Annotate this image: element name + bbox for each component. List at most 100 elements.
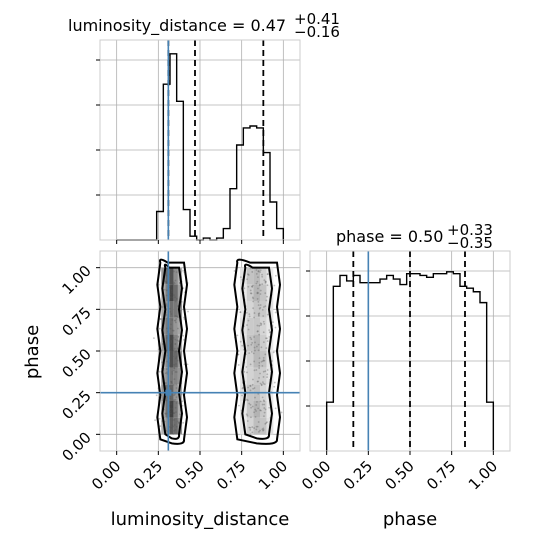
density-cell (169, 267, 174, 285)
scatter-point (181, 400, 184, 403)
ld-title-name: luminosity_distance (68, 16, 227, 36)
scatter-point (251, 405, 254, 408)
scatter-point (252, 300, 255, 303)
scatter-point (262, 341, 265, 344)
scatter-point (181, 404, 184, 407)
scatter-point (251, 284, 254, 287)
scatter-point (158, 370, 161, 373)
scatter-point (264, 292, 267, 295)
density-cell (253, 317, 260, 335)
scatter-point (264, 280, 267, 283)
scatter-point (258, 324, 261, 327)
scatter-point (262, 428, 265, 431)
scatter-point (267, 273, 269, 275)
scatter-point (162, 306, 164, 308)
scatter-point (253, 387, 256, 389)
scatter-point (165, 274, 168, 277)
contour-line (156, 258, 189, 445)
scatter-point (245, 398, 248, 401)
scatter-point (174, 342, 177, 345)
scatter-point (258, 312, 261, 315)
density-cell (165, 267, 170, 285)
scatter-point (260, 360, 263, 363)
scatter-point (260, 323, 263, 325)
scatter-point (274, 311, 277, 314)
density-cell (253, 267, 260, 285)
scatter-point (261, 273, 263, 276)
scatter-point (164, 412, 167, 415)
density-cell (169, 317, 174, 335)
scatter-point (172, 336, 175, 339)
scatter-point (248, 315, 251, 318)
density-cell (177, 317, 183, 335)
scatter-point (173, 349, 176, 352)
scatter-point (252, 297, 255, 300)
scatter-point (264, 370, 267, 373)
scatter-point (266, 337, 268, 340)
density-cell (173, 284, 178, 301)
scatter-point (265, 299, 268, 302)
ld-x-tick-label: 0.50 (171, 457, 207, 493)
scatter-point (239, 311, 242, 313)
scatter-point (257, 287, 259, 290)
phase-y-tick-label: 0.75 (58, 303, 94, 339)
density-cell (169, 284, 174, 301)
density-cell (260, 367, 267, 385)
scatter-point (174, 406, 177, 409)
scatter-point (251, 271, 254, 273)
scatter-point (258, 361, 261, 364)
scatter-point (175, 411, 177, 414)
density-cell (253, 401, 260, 418)
scatter-point (256, 291, 259, 294)
scatter-point (259, 324, 262, 327)
scatter-point (253, 336, 255, 338)
scatter-point (259, 429, 261, 432)
contour-line (161, 263, 184, 440)
scatter-point (159, 425, 162, 428)
scatter-point (249, 403, 252, 406)
phase-x-tick-label: 1.00 (465, 457, 501, 493)
density-cell (260, 401, 267, 418)
scatter-point (259, 293, 262, 295)
scatter-point (247, 344, 250, 347)
scatter-point (257, 314, 260, 316)
scatter-point (182, 421, 185, 424)
scatter-point (263, 383, 266, 386)
scatter-point (177, 340, 180, 343)
scatter-point (248, 426, 251, 429)
density-cell (169, 417, 174, 435)
scatter-point (259, 306, 262, 309)
scatter-point (247, 386, 249, 389)
scatter-point (250, 292, 253, 295)
scatter-point (246, 324, 248, 326)
scatter-point (236, 334, 239, 337)
density-cell (173, 367, 178, 385)
scatter-point (255, 428, 258, 431)
scatter-point (187, 310, 189, 313)
density-cell (253, 417, 260, 435)
ld-title-plus: +0.41 (294, 10, 340, 28)
scatter-point (262, 399, 265, 402)
scatter-point (257, 304, 260, 306)
scatter-point (248, 352, 251, 355)
scatter-point (169, 430, 172, 433)
scatter-point (252, 352, 255, 355)
scatter-point (253, 411, 256, 414)
scatter-point (174, 371, 177, 373)
scatter-point (259, 289, 262, 292)
scatter-point (175, 318, 178, 320)
scatter-point (250, 406, 252, 409)
scatter-point (173, 347, 176, 350)
scatter-point (176, 350, 178, 353)
scatter-point (274, 326, 277, 329)
scatter-point (260, 383, 263, 386)
scatter-point (249, 428, 252, 431)
scatter-point (169, 284, 172, 287)
scatter-point (249, 336, 252, 339)
density-cell (253, 334, 260, 351)
ld-x-tick-label: 0.25 (130, 457, 166, 493)
scatter-point (262, 427, 265, 430)
scatter-point (172, 355, 175, 358)
scatter-point (172, 283, 175, 286)
scatter-point (165, 294, 168, 297)
